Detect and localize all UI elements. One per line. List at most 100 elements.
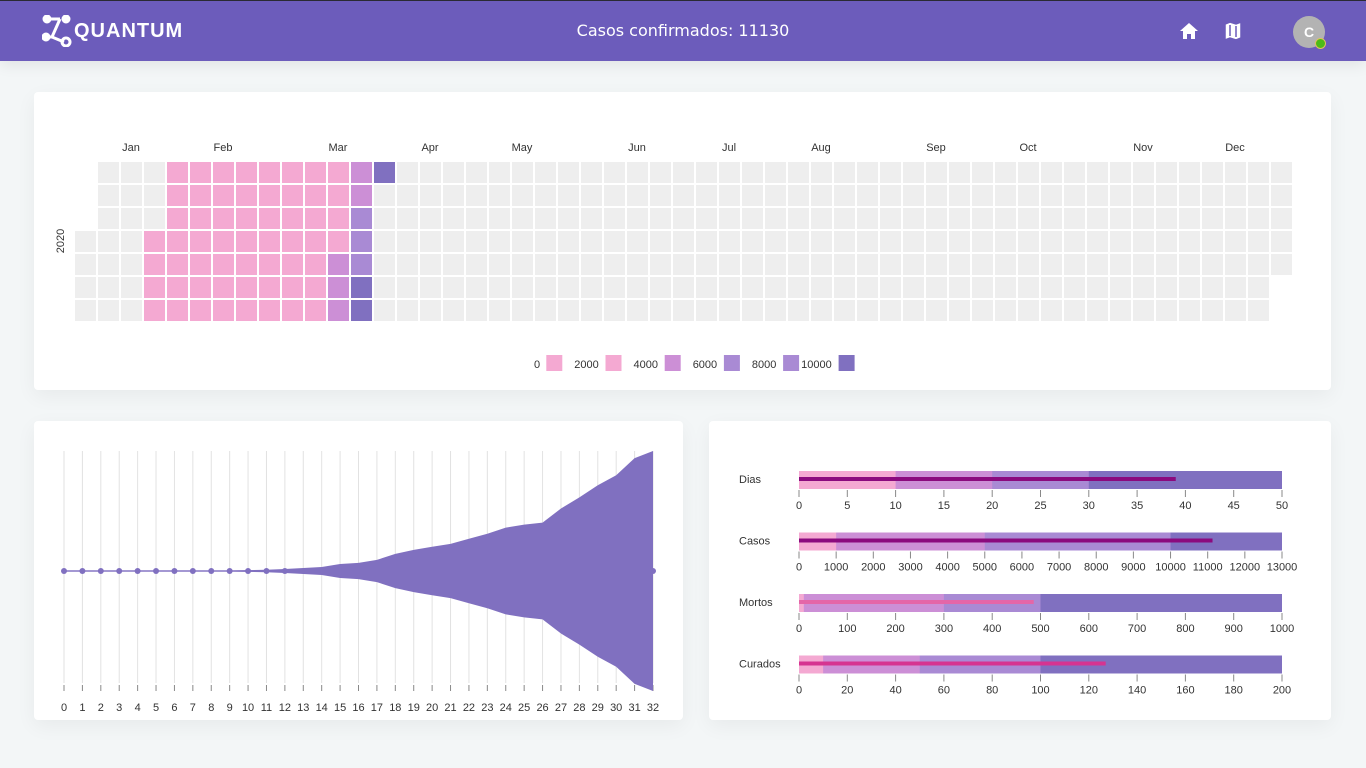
day-cell (213, 231, 234, 252)
bullet-label: Dias (739, 474, 762, 486)
day-cell (144, 162, 165, 183)
logo-text: QUANTUM (74, 19, 184, 42)
day-cell (466, 300, 487, 321)
legend-label: 10000 (801, 359, 832, 371)
x-tick-label: 31 (628, 702, 640, 714)
day-cell (696, 300, 717, 321)
day-cell (282, 231, 303, 252)
data-point (79, 568, 86, 574)
day-cell (1041, 162, 1062, 183)
day-cell (259, 208, 280, 229)
day-cell (236, 300, 257, 321)
bullet-tick-label: 600 (1080, 623, 1098, 635)
day-cell (305, 208, 326, 229)
month-label: Jun (628, 142, 646, 154)
month-label: Mar (329, 142, 348, 154)
day-cell (1087, 185, 1108, 206)
bullet-tick-label: 20 (986, 500, 998, 512)
legend-label: 4000 (634, 359, 658, 371)
day-cell (673, 185, 694, 206)
day-cell (972, 300, 993, 321)
day-cell (98, 208, 119, 229)
legend-label: 2000 (574, 359, 598, 371)
day-cell (1087, 208, 1108, 229)
day-cell (328, 162, 349, 183)
day-cell (144, 300, 165, 321)
day-cell (581, 231, 602, 252)
day-cell (1202, 231, 1223, 252)
day-cell (1156, 231, 1177, 252)
day-cell (949, 254, 970, 275)
map-icon[interactable] (1224, 21, 1242, 41)
day-cell (1064, 254, 1085, 275)
day-cell (121, 300, 142, 321)
bullet-tick-label: 2000 (861, 562, 885, 574)
day-cell (673, 162, 694, 183)
day-cell (420, 254, 441, 275)
day-cell (719, 162, 740, 183)
x-tick-label: 3 (116, 702, 122, 714)
day-cell (742, 208, 763, 229)
x-tick-label: 28 (573, 702, 585, 714)
bullet-tick-label: 35 (1131, 500, 1143, 512)
x-tick-label: 6 (171, 702, 177, 714)
x-tick-label: 30 (610, 702, 622, 714)
day-cell (903, 254, 924, 275)
x-tick-label: 13 (297, 702, 309, 714)
bullet-tick-label: 180 (1225, 685, 1243, 697)
bullet-tick-label: 4000 (935, 562, 959, 574)
data-point (189, 568, 196, 574)
day-cell (420, 208, 441, 229)
day-cell (627, 185, 648, 206)
day-cell (926, 162, 947, 183)
day-cell (995, 254, 1016, 275)
day-cell (719, 208, 740, 229)
day-cell (880, 277, 901, 298)
bullet-tick-label: 200 (1273, 685, 1291, 697)
bullet-tick-label: 140 (1128, 685, 1146, 697)
bullet-tick-label: 100 (1031, 685, 1049, 697)
day-cell (397, 162, 418, 183)
day-cell (811, 277, 832, 298)
day-cell (98, 300, 119, 321)
day-cell (535, 231, 556, 252)
logo[interactable]: QUANTUM (42, 15, 183, 47)
day-cell (535, 208, 556, 229)
day-cell (305, 254, 326, 275)
calendar-heatmap: 2020 Jan Feb Mar Apr May Jun Jul Aug Sep Oct Nov Dec… (55, 142, 1292, 371)
day-cell (650, 185, 671, 206)
day-cell (903, 231, 924, 252)
x-tick-label: 5 (153, 702, 159, 714)
day-cell (627, 254, 648, 275)
day-cell (627, 300, 648, 321)
day-cell (949, 231, 970, 252)
day-cell (144, 185, 165, 206)
day-cell (420, 231, 441, 252)
home-icon[interactable] (1179, 21, 1199, 41)
bullet-tick-label: 15 (938, 500, 950, 512)
day-cell (788, 231, 809, 252)
day-cell (1133, 300, 1154, 321)
day-cell (811, 185, 832, 206)
month-label: Jan (122, 142, 140, 154)
bullet-tick-label: 10000 (1155, 562, 1186, 574)
bullet-tick-label: 500 (1031, 623, 1049, 635)
day-cell (857, 300, 878, 321)
day-cell (443, 300, 464, 321)
day-cell (627, 277, 648, 298)
calendar-heatmap-card: 2020 Jan Feb Mar Apr May Jun Jul Aug Sep Oct Nov Dec… (34, 92, 1331, 390)
bullet-tick-label: 9000 (1121, 562, 1145, 574)
day-cell (972, 254, 993, 275)
bullet-tick-label: 30 (1083, 500, 1095, 512)
day-cell (167, 208, 188, 229)
day-cell (98, 185, 119, 206)
day-cell (167, 162, 188, 183)
day-cell (1133, 231, 1154, 252)
day-cell (1018, 231, 1039, 252)
day-cell (719, 231, 740, 252)
day-cell (397, 277, 418, 298)
day-cell (489, 231, 510, 252)
day-cell (121, 277, 142, 298)
day-cell (489, 162, 510, 183)
day-cell (1179, 277, 1200, 298)
